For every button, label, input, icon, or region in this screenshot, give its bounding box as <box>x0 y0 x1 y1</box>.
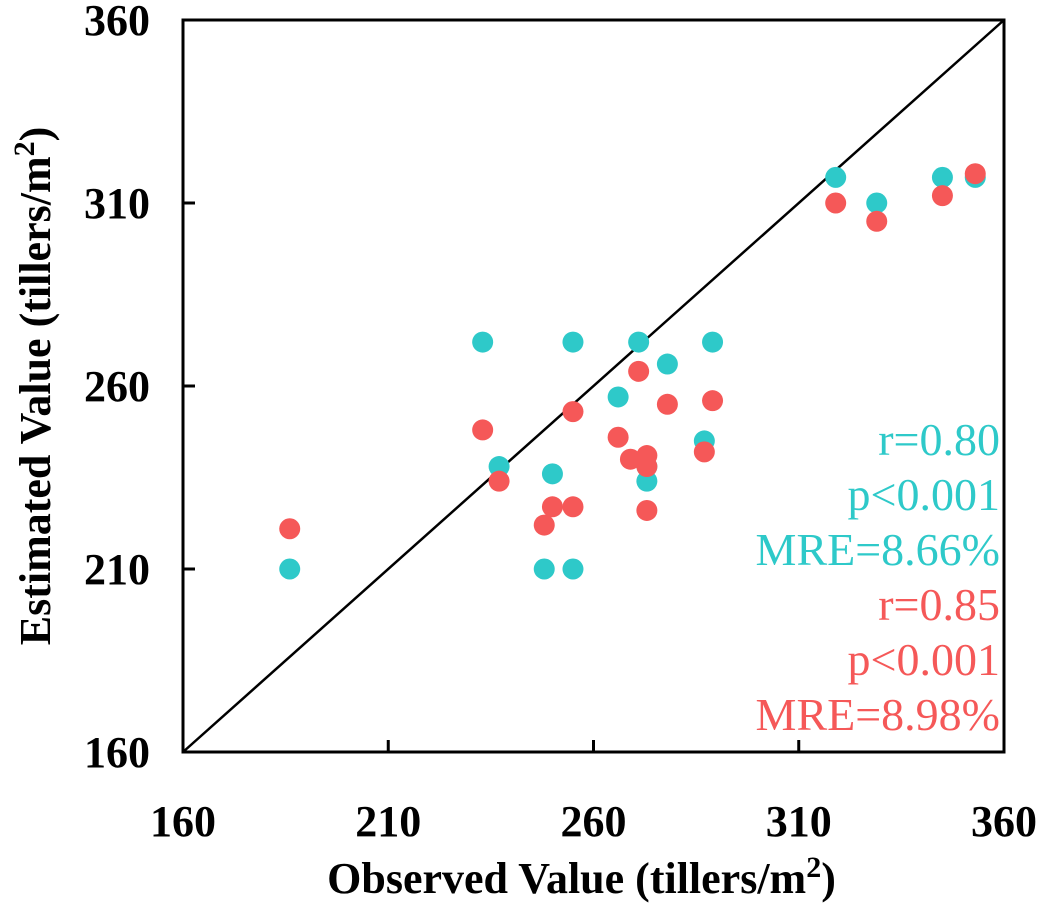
point-cyan <box>488 456 510 478</box>
stat-cyan: MRE=8.66% <box>756 524 1000 575</box>
point-red <box>825 192 847 214</box>
point-cyan <box>279 558 301 580</box>
y-axis-label: Estimated Value (tillers/m2) <box>8 127 61 646</box>
point-red <box>562 496 584 518</box>
x-tick-label: 310 <box>766 797 832 846</box>
x-tick-label: 160 <box>150 797 216 846</box>
statistics-annotations: r=0.80p<0.001MRE=8.66%r=0.85p<0.001MRE=8… <box>756 414 1000 740</box>
x-tick-label: 260 <box>561 797 627 846</box>
point-red <box>607 426 629 448</box>
point-red <box>866 210 888 232</box>
stat-cyan: p<0.001 <box>848 469 1000 520</box>
stat-red: r=0.85 <box>878 579 1000 630</box>
point-cyan <box>533 558 555 580</box>
point-cyan <box>656 353 678 375</box>
point-cyan <box>472 331 494 353</box>
y-tick-label: 360 <box>84 0 150 45</box>
stat-red: MRE=8.98% <box>756 689 1000 740</box>
point-cyan <box>541 463 563 485</box>
point-cyan <box>931 166 953 188</box>
point-red <box>533 514 555 536</box>
point-cyan <box>866 192 888 214</box>
x-axis-label: Observed Value (tillers/m2) <box>327 851 836 904</box>
axis-labels: Observed Value (tillers/m2) Estimated Val… <box>8 127 836 903</box>
point-red <box>562 401 584 423</box>
x-tick-label: 360 <box>971 797 1037 846</box>
point-red <box>656 393 678 415</box>
point-red <box>619 448 641 470</box>
point-red <box>702 390 724 412</box>
point-red <box>636 445 658 467</box>
point-red <box>931 185 953 207</box>
point-cyan <box>562 331 584 353</box>
point-cyan <box>636 470 658 492</box>
point-red <box>472 419 494 441</box>
point-red <box>693 441 715 463</box>
point-red <box>628 360 650 382</box>
stat-red: p<0.001 <box>848 634 1000 685</box>
one-to-one-line <box>182 19 1005 753</box>
point-red <box>541 496 563 518</box>
point-cyan <box>825 166 847 188</box>
y-tick-label: 210 <box>84 545 150 594</box>
point-red <box>488 470 510 492</box>
axes <box>181 18 1006 754</box>
data-points <box>279 163 986 580</box>
y-tick-label: 310 <box>84 179 150 228</box>
x-tick-label: 210 <box>355 797 421 846</box>
point-red <box>636 499 658 521</box>
y-tick-label: 160 <box>84 728 150 777</box>
point-cyan <box>702 331 724 353</box>
y-tick-label: 260 <box>84 362 150 411</box>
stat-cyan: r=0.80 <box>878 414 1000 465</box>
point-cyan <box>628 331 650 353</box>
point-cyan <box>607 386 629 408</box>
point-red <box>964 163 986 185</box>
point-red <box>279 518 301 540</box>
tick-labels: 160 210 260 310 360 160 210 260 310 360 <box>84 0 1037 846</box>
point-cyan <box>562 558 584 580</box>
